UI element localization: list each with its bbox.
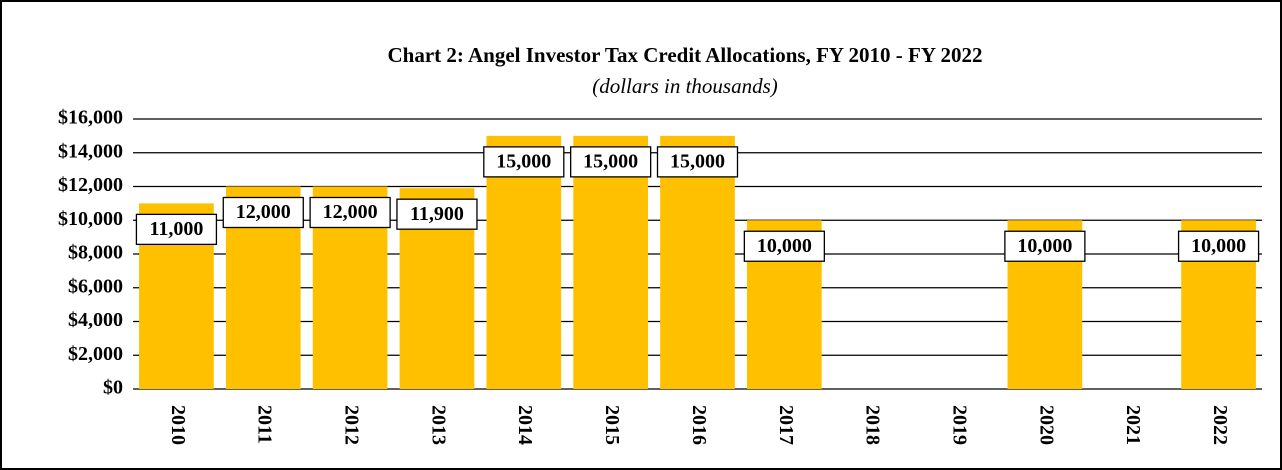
data-label-box [656, 146, 739, 178]
data-label-box [1177, 230, 1260, 262]
data-label: 12,000 [323, 201, 378, 223]
data-label: 15,000 [670, 150, 725, 172]
x-tick-label: 2017 [775, 405, 797, 445]
data-label: 10,000 [1191, 235, 1246, 257]
x-tick-label: 2022 [1209, 405, 1231, 445]
chart-title: Chart 2: Angel Investor Tax Credit Alloc… [387, 43, 982, 67]
data-label-box [222, 196, 304, 229]
data-label: 10,000 [757, 235, 812, 257]
y-tick-label: $8,000 [68, 242, 123, 264]
data-label: 15,000 [583, 150, 638, 172]
y-tick-label: $6,000 [68, 275, 123, 297]
x-tick-label: 2010 [167, 405, 189, 445]
chart-subtitle: (dollars in thousands) [592, 74, 778, 98]
data-label-box [1004, 230, 1086, 262]
data-label: 12,000 [236, 201, 291, 223]
data-label: 11,900 [410, 203, 464, 225]
x-tick-label: 2018 [862, 405, 884, 445]
x-tick-label: 2020 [1035, 405, 1057, 445]
data-label-box [309, 196, 391, 229]
data-label-box [570, 146, 652, 178]
data-label: 10,000 [1017, 235, 1072, 257]
y-tick-label: $4,000 [68, 309, 123, 331]
bar [486, 135, 562, 389]
x-tick-label: 2015 [601, 405, 623, 445]
x-tick-label: 2012 [341, 405, 363, 445]
y-tick-label: $12,000 [58, 174, 123, 196]
y-tick-label: $10,000 [58, 208, 123, 230]
data-label-box [743, 230, 825, 262]
y-tick-label: $0 [103, 377, 123, 399]
y-tick-label: $14,000 [58, 140, 123, 162]
data-label: 11,000 [149, 218, 203, 240]
x-tick-label: 2021 [1122, 405, 1144, 445]
x-tick-label: 2013 [427, 405, 449, 445]
bar [573, 135, 648, 389]
data-label-box [135, 213, 218, 246]
y-tick-label: $16,000 [58, 107, 123, 129]
x-tick-label: 2019 [948, 405, 970, 445]
x-tick-label: 2014 [514, 405, 536, 445]
x-tick-label: 2016 [688, 405, 710, 445]
data-label: 15,000 [496, 150, 551, 172]
data-label-box [483, 146, 565, 178]
data-label-box [396, 198, 478, 230]
y-tick-label: $2,000 [68, 343, 123, 365]
x-tick-label: 2011 [254, 405, 276, 444]
bar [660, 135, 735, 389]
